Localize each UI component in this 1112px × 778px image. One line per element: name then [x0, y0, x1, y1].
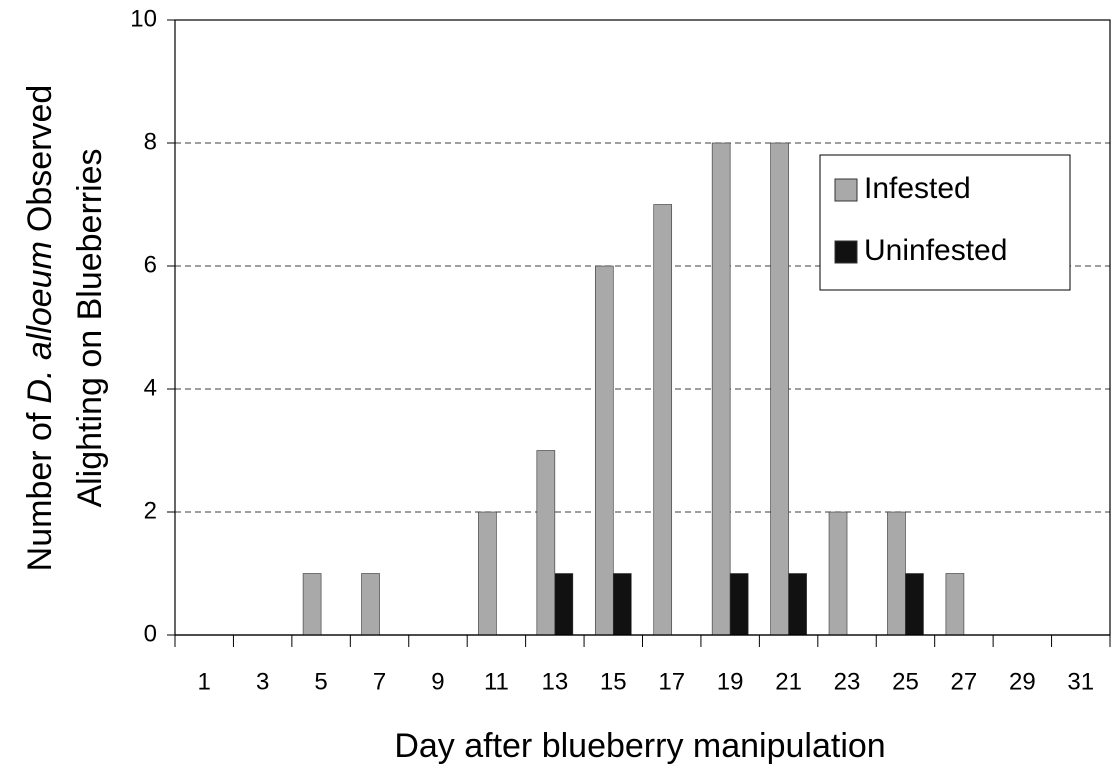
bar — [536, 450, 556, 636]
x-tick-label: 25 — [892, 668, 919, 695]
y-axis-title-line2: Alighting on Blueberries — [71, 148, 109, 507]
bar — [478, 511, 497, 636]
bar — [887, 511, 906, 636]
bar — [828, 511, 848, 636]
x-tick-label: 7 — [373, 668, 386, 695]
y-tick-label: 0 — [144, 620, 157, 647]
y-tick-label: 2 — [144, 497, 157, 524]
bar — [302, 573, 322, 636]
y-tick-label: 4 — [144, 374, 157, 401]
x-tick-label: 23 — [834, 668, 861, 695]
x-tick-label: 9 — [431, 668, 444, 695]
y-tick-label: 10 — [130, 5, 157, 32]
y-tick-label: 6 — [144, 251, 157, 278]
x-tick-label: 21 — [775, 668, 802, 695]
x-tick-label: 1 — [198, 668, 211, 695]
bar — [945, 573, 965, 636]
x-tick-label: 15 — [600, 668, 627, 695]
y-tick-label: 8 — [144, 128, 157, 155]
y-axis-title-line1: Number of D. alloeum Observed — [21, 85, 59, 572]
bar — [653, 204, 673, 636]
y-axis-title: Number of D. alloeum Observed Alighting on… — [21, 85, 109, 572]
legend-box — [819, 154, 1071, 291]
legend-swatch — [834, 178, 858, 202]
x-tick-label: 11 — [484, 668, 509, 695]
bar — [361, 573, 380, 636]
bar — [612, 573, 632, 636]
legend-label: Uninfested — [864, 234, 1007, 267]
x-tick-label: 13 — [541, 668, 568, 695]
x-axis-title: Day after blueberry manipulation — [394, 727, 885, 765]
legend-label: Infested — [864, 172, 971, 205]
x-tick-label: 3 — [256, 668, 269, 695]
bar — [905, 573, 924, 636]
bar — [594, 265, 614, 636]
bar — [554, 573, 574, 636]
y-title-part: D. alloeum — [21, 241, 59, 404]
x-tick-label: 29 — [1009, 668, 1036, 695]
y-title-part: Number of — [21, 412, 59, 571]
y-title-part: Observed — [21, 85, 59, 232]
legend-swatch — [834, 240, 858, 264]
x-tick-label: 17 — [658, 668, 685, 695]
x-tick-label: 31 — [1067, 668, 1094, 695]
plot-frame — [174, 19, 1111, 636]
bar — [729, 573, 749, 636]
bar — [788, 573, 807, 636]
x-tick-label: 19 — [717, 668, 744, 695]
bar — [711, 142, 731, 636]
bar — [770, 142, 789, 636]
x-tick-label: 5 — [314, 668, 327, 695]
x-tick-label: 27 — [951, 668, 978, 695]
